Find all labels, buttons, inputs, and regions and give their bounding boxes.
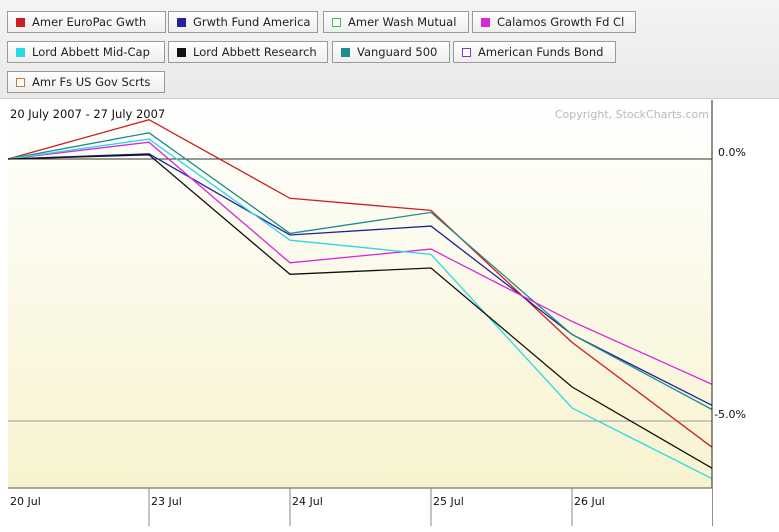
y-tick-label: 0.0% [718,146,746,159]
line-chart: 0.0%-5.0%20 Jul 23 Jul 24 Jul 25 Jul 26 Jul … [7,100,746,526]
legend-item-amer-wash-mutual[interactable]: Amer Wash Mutual [323,11,469,33]
x-tick-label: 26 Jul [574,495,605,508]
legend-label: Calamos Growth Fd Cl [497,15,625,29]
legend-item-grwth-fund-america[interactable]: Grwth Fund America [168,11,318,33]
legend-item-calamos-growth-fd-cl[interactable]: Calamos Growth Fd Cl [472,11,636,33]
series-line-lord-abbett-research [7,154,713,469]
legend-item-vanguard-500[interactable]: Vanguard 500 [332,41,450,63]
legend-label: Amr Fs US Gov Scrts [32,75,151,89]
series-line-amer-europac-gwth [7,119,713,448]
series-line-lord-abbett-mid-cap [7,138,713,480]
copyright-text: Copyright, StockCharts.com [555,108,709,121]
legend-label: Grwth Fund America [193,15,311,29]
series-line-calamos-growth-fd-cl [7,141,713,385]
legend-label: Lord Abbett Research [193,45,317,59]
legend-swatch-icon [481,18,490,27]
legend-label: Amer Wash Mutual [348,15,457,29]
legend-label: Vanguard 500 [357,45,438,59]
legend-swatch-icon [16,48,25,57]
y-tick-label: -5.0% [714,408,746,421]
legend-label: American Funds Bond [478,45,604,59]
chart-area: 0.0% -5.0% 20 Jul 23 Jul 24 Jul 25 Jul 26 Jul … [0,98,779,528]
series-line-vanguard-500 [7,132,713,411]
legend-item-lord-abbett-mid-cap[interactable]: Lord Abbett Mid-Cap [7,41,165,63]
legend-bar: Amer EuroPac Gwth Grwth Fund America Amer … [0,0,779,99]
legend-item-american-funds-bond[interactable]: American Funds Bond [453,41,616,63]
legend-item-amr-fs-us-gov-scrts[interactable]: Amr Fs US Gov Scrts [7,71,165,93]
x-tick-label: 25 Jul [433,495,464,508]
legend-swatch-icon [16,78,25,87]
legend-swatch-icon [177,18,186,27]
legend-label: Lord Abbett Mid-Cap [32,45,150,59]
x-axis-band [8,488,712,526]
legend-swatch-icon [332,18,341,27]
legend-item-lord-abbett-research[interactable]: Lord Abbett Research [168,41,328,63]
legend-swatch-icon [341,48,350,57]
plot-background [8,100,712,488]
legend-swatch-icon [177,48,186,57]
legend-label: Amer EuroPac Gwth [32,15,147,29]
x-tick-label: 24 Jul [292,495,323,508]
legend-swatch-icon [462,48,471,57]
legend-item-amer-europac-gwth[interactable]: Amer EuroPac Gwth [7,11,166,33]
x-tick-label: 20 Jul [10,495,41,508]
chart-title: 20 July 2007 - 27 July 2007 [10,107,165,121]
x-tick-label: 23 Jul [151,495,182,508]
legend-swatch-icon [16,18,25,27]
